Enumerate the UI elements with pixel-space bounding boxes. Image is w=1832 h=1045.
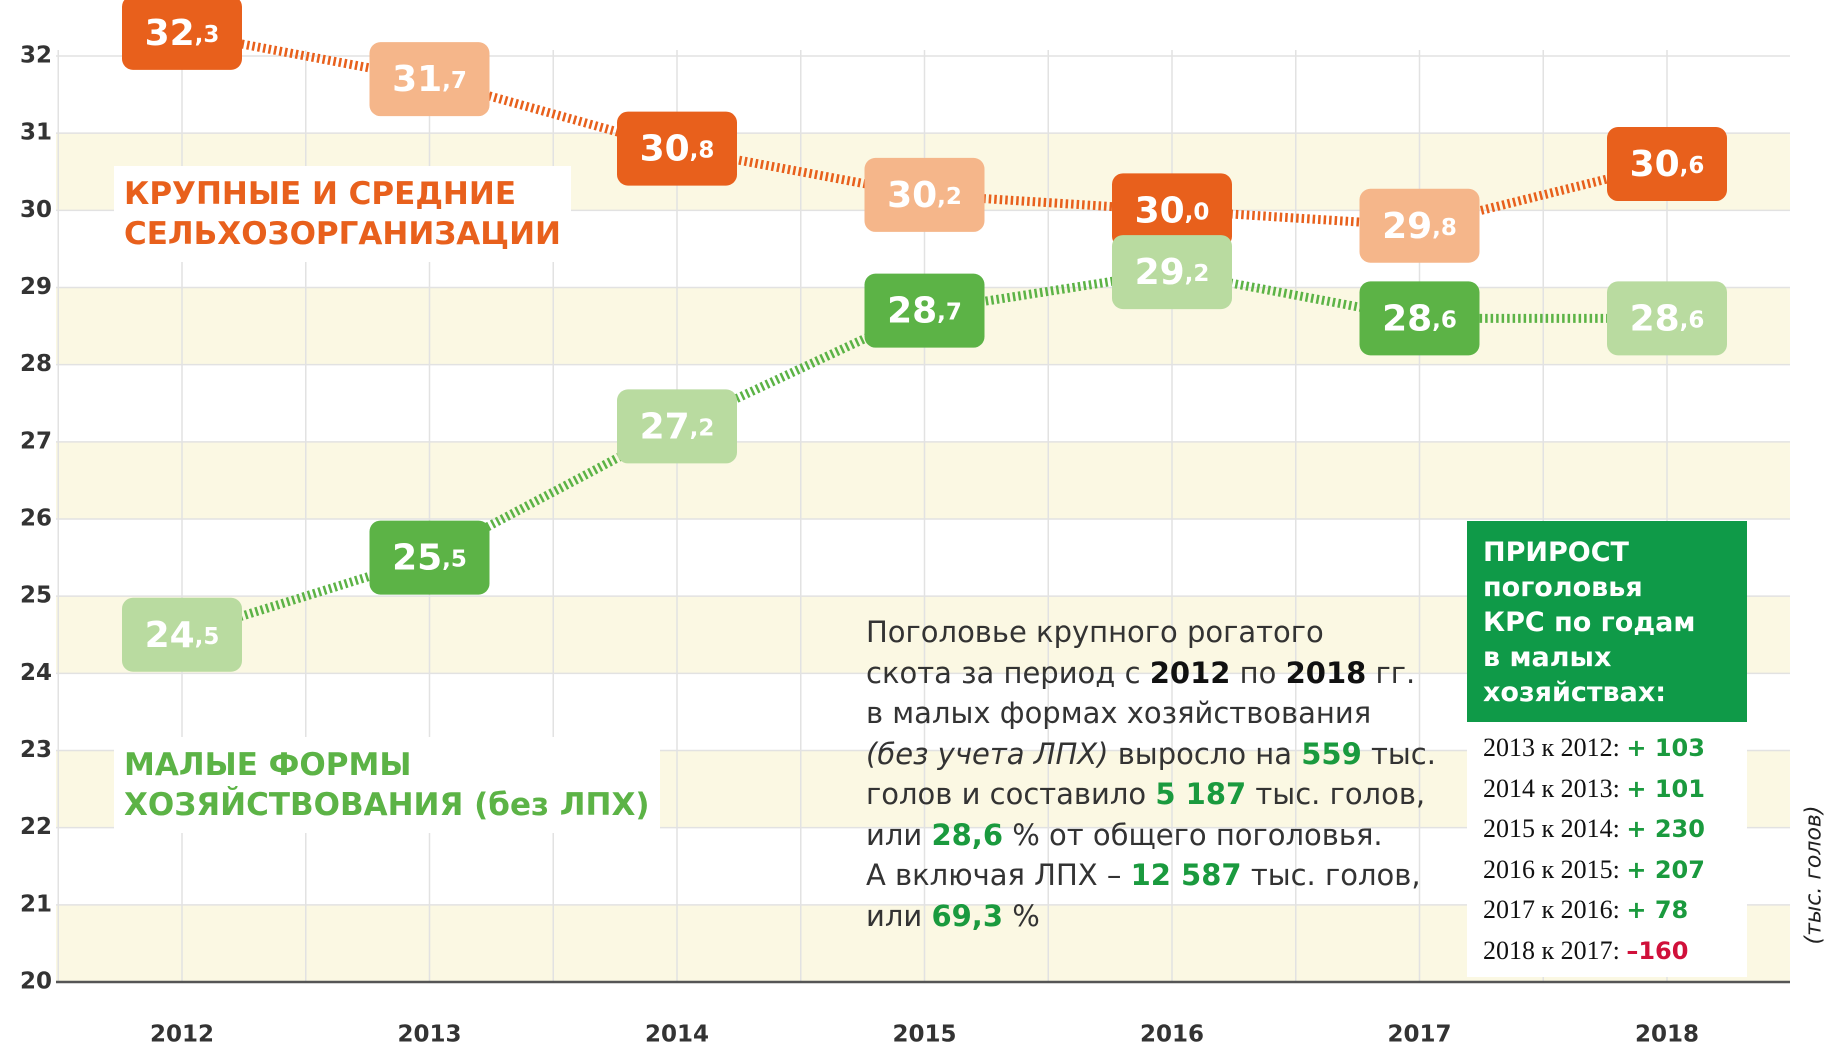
growth-period: 2015 к 2014: xyxy=(1483,814,1620,843)
y-tick-label: 21 xyxy=(20,891,52,917)
growth-row: 2015 к 2014: + 230 xyxy=(1483,809,1731,850)
growth-rows: 2013 к 2012: + 103 2014 к 2013: + 101 2015… xyxy=(1467,722,1747,977)
value-box xyxy=(1607,281,1727,356)
value-label: 30,2 xyxy=(887,175,962,216)
value-label: 30,8 xyxy=(640,129,715,170)
value-box xyxy=(122,597,242,672)
note-line: скота за период с 2012 по 2018 гг. xyxy=(866,655,1416,690)
y-tick-label: 23 xyxy=(20,737,52,763)
growth-period: 2013 к 2012: xyxy=(1483,733,1620,762)
growth-period: 2014 к 2013: xyxy=(1483,773,1620,803)
note-line: или 28,6 % от общего поголовья. xyxy=(866,817,1383,852)
value-box xyxy=(864,273,985,348)
growth-row: 2016 к 2015: + 207 xyxy=(1483,850,1731,891)
y-tick-label: 20 xyxy=(20,969,52,995)
growth-value: –160 xyxy=(1626,936,1689,965)
value-box xyxy=(617,389,737,464)
y-tick-label: 26 xyxy=(20,506,52,532)
value-label: 29,8 xyxy=(1382,206,1457,247)
x-tick-label: 2015 xyxy=(892,1022,956,1045)
value-box xyxy=(1359,281,1480,356)
value-label: 28,6 xyxy=(1382,298,1457,339)
growth-value: + 207 xyxy=(1626,855,1705,884)
note-line: Поголовье крупного рогатого xyxy=(866,615,1324,649)
growth-row: 2017 к 2016: + 78 xyxy=(1483,890,1731,931)
value-label: 30,0 xyxy=(1135,190,1210,231)
band xyxy=(56,441,1790,519)
value-box xyxy=(1359,188,1480,263)
series-label: КРУПНЫЕ И СРЕДНИЕ СЕЛЬХОЗОРГАНИЗАЦИИ xyxy=(114,166,571,262)
growth-row: 2014 к 2013: + 101 xyxy=(1483,769,1731,810)
x-tick-label: 2016 xyxy=(1140,1022,1204,1045)
value-label: 29,2 xyxy=(1135,252,1210,293)
value-label: 27,2 xyxy=(640,406,715,447)
x-tick-label: 2018 xyxy=(1635,1022,1699,1045)
growth-value: + 101 xyxy=(1626,774,1705,803)
value-box xyxy=(369,42,490,117)
value-box xyxy=(122,0,242,70)
growth-period: 2017 к 2016: xyxy=(1483,895,1620,924)
growth-title-line: КРС по годам xyxy=(1483,607,1696,638)
growth-period: 2016 к 2015: xyxy=(1483,854,1620,884)
note-line: голов и составило 5 187 тыс. голов, xyxy=(866,777,1426,811)
growth-title-line: хозяйствах: xyxy=(1483,677,1667,708)
value-box xyxy=(864,157,985,232)
y-tick-label: 28 xyxy=(20,351,52,377)
y-tick-label: 27 xyxy=(20,428,52,454)
growth-value: + 230 xyxy=(1626,815,1705,843)
growth-title-line: поголовья xyxy=(1483,572,1643,603)
label-line: СЕЛЬХОЗОРГАНИЗАЦИИ xyxy=(124,216,561,252)
note-line: в малых формах хозяйствования xyxy=(866,696,1372,730)
series-label: МАЛЫЕ ФОРМЫ ХОЗЯЙСТВОВАНИЯ (без ЛПХ) xyxy=(114,737,660,833)
note-line: (без учета ЛПХ) выросло на 559 тыс. xyxy=(866,736,1436,771)
y-tick-label: 31 xyxy=(20,120,52,146)
x-tick-label: 2013 xyxy=(397,1022,461,1045)
growth-row: 2013 к 2012: + 103 xyxy=(1483,728,1731,769)
value-label: 32,3 xyxy=(145,13,220,54)
value-box xyxy=(369,520,490,595)
note-line: А включая ЛПХ – 12 587 тыс. голов, xyxy=(866,858,1421,892)
x-tick-label: 2017 xyxy=(1387,1022,1451,1045)
value-box xyxy=(617,111,737,186)
growth-row: 2018 к 2017: –160 xyxy=(1483,931,1731,972)
y-unit: (тыс. голов) xyxy=(1801,805,1827,945)
growth-title-line: ПРИРОСТ xyxy=(1483,537,1629,568)
value-label: 24,5 xyxy=(145,615,220,656)
label-line: ХОЗЯЙСТВОВАНИЯ (без ЛПХ) xyxy=(124,787,650,823)
y-tick-label: 24 xyxy=(20,660,52,686)
x-tick-label: 2014 xyxy=(645,1022,709,1045)
value-label: 30,6 xyxy=(1630,144,1705,185)
value-label: 25,5 xyxy=(392,538,467,579)
y-tick-label: 30 xyxy=(20,197,52,223)
note-line: или 69,3 % xyxy=(866,898,1040,933)
y-tick-label: 22 xyxy=(20,814,52,840)
note: Поголовье крупного рогатого скота за пери… xyxy=(866,612,1436,936)
growth-value: + 103 xyxy=(1626,734,1705,762)
value-box xyxy=(1607,127,1727,202)
value-label: 31,7 xyxy=(392,59,467,100)
y-tick-label: 25 xyxy=(20,583,52,609)
x-tick-label: 2012 xyxy=(150,1022,214,1045)
y-tick-label: 32 xyxy=(20,43,52,69)
growth-value: + 78 xyxy=(1626,896,1689,924)
value-box xyxy=(1112,235,1232,310)
growth-box: ПРИРОСТ поголовья КРС по годам в малых хозяй… xyxy=(1467,521,1747,977)
y-tick-label: 29 xyxy=(20,274,52,300)
value-box xyxy=(1112,173,1232,248)
growth-title-line: в малых xyxy=(1483,642,1612,673)
growth-period: 2018 к 2017: xyxy=(1483,935,1620,965)
label-line: МАЛЫЕ ФОРМЫ xyxy=(124,747,412,783)
growth-title: ПРИРОСТ поголовья КРС по годам в малых хозяй… xyxy=(1467,521,1747,722)
value-label: 28,6 xyxy=(1630,298,1705,339)
value-label: 28,7 xyxy=(887,291,962,332)
label-line: КРУПНЫЕ И СРЕДНИЕ xyxy=(124,176,516,212)
